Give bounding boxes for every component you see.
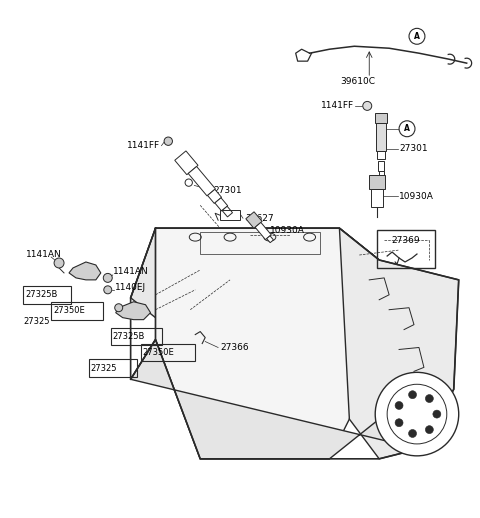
Text: 27301: 27301 bbox=[213, 186, 242, 195]
Polygon shape bbox=[131, 339, 419, 459]
Text: 39610C: 39610C bbox=[340, 77, 375, 85]
Polygon shape bbox=[188, 166, 216, 196]
Circle shape bbox=[363, 102, 372, 110]
Circle shape bbox=[395, 419, 403, 427]
Text: 27366: 27366 bbox=[220, 343, 249, 352]
Bar bbox=[51, 302, 103, 320]
Bar bbox=[376, 123, 386, 151]
Polygon shape bbox=[215, 198, 228, 211]
Bar bbox=[375, 113, 387, 123]
Bar bbox=[379, 170, 384, 179]
Bar bbox=[23, 286, 71, 304]
Circle shape bbox=[425, 426, 433, 434]
Polygon shape bbox=[246, 212, 262, 228]
Circle shape bbox=[408, 391, 417, 399]
Polygon shape bbox=[339, 228, 459, 459]
Polygon shape bbox=[116, 302, 151, 320]
Circle shape bbox=[408, 429, 417, 438]
Polygon shape bbox=[222, 206, 232, 217]
Text: A: A bbox=[404, 124, 410, 133]
Polygon shape bbox=[267, 236, 274, 242]
Text: 27325: 27325 bbox=[23, 317, 50, 326]
Text: 10930A: 10930A bbox=[270, 226, 305, 235]
Polygon shape bbox=[69, 262, 101, 280]
Circle shape bbox=[395, 401, 403, 409]
Circle shape bbox=[375, 372, 459, 456]
Text: 27369: 27369 bbox=[392, 236, 420, 244]
Text: 27325B: 27325B bbox=[25, 290, 58, 299]
Text: 27350E: 27350E bbox=[53, 306, 85, 315]
Bar bbox=[371, 190, 383, 207]
Circle shape bbox=[425, 395, 433, 402]
Bar bbox=[369, 176, 385, 190]
Text: 1141FF: 1141FF bbox=[127, 141, 160, 150]
Text: 1141AN: 1141AN bbox=[113, 267, 148, 277]
Circle shape bbox=[54, 258, 64, 268]
Circle shape bbox=[409, 28, 425, 44]
Bar bbox=[111, 327, 162, 346]
Polygon shape bbox=[131, 228, 195, 329]
Text: 27350E: 27350E bbox=[143, 348, 174, 357]
Text: 27325B: 27325B bbox=[113, 332, 145, 341]
Circle shape bbox=[164, 137, 172, 146]
Bar bbox=[220, 210, 240, 220]
Circle shape bbox=[115, 304, 123, 312]
Circle shape bbox=[433, 410, 441, 418]
Text: 1141AN: 1141AN bbox=[26, 250, 62, 258]
Bar bbox=[89, 359, 137, 377]
Polygon shape bbox=[255, 222, 271, 240]
Bar bbox=[141, 343, 195, 362]
Text: A: A bbox=[414, 32, 420, 41]
Bar bbox=[378, 161, 384, 170]
Text: 1141FF: 1141FF bbox=[321, 102, 354, 110]
Text: 39627: 39627 bbox=[245, 214, 274, 223]
Circle shape bbox=[104, 286, 112, 294]
Polygon shape bbox=[175, 151, 198, 175]
Text: 27301: 27301 bbox=[399, 144, 428, 153]
Circle shape bbox=[103, 274, 112, 282]
Text: 1140EJ: 1140EJ bbox=[115, 283, 146, 292]
Text: 10930A: 10930A bbox=[399, 192, 434, 201]
Polygon shape bbox=[156, 228, 379, 260]
Bar bbox=[200, 232, 320, 254]
Text: 27325: 27325 bbox=[91, 364, 118, 373]
Bar bbox=[377, 230, 435, 268]
Polygon shape bbox=[156, 228, 379, 459]
Polygon shape bbox=[207, 190, 222, 204]
Circle shape bbox=[399, 121, 415, 137]
Bar bbox=[377, 151, 385, 159]
